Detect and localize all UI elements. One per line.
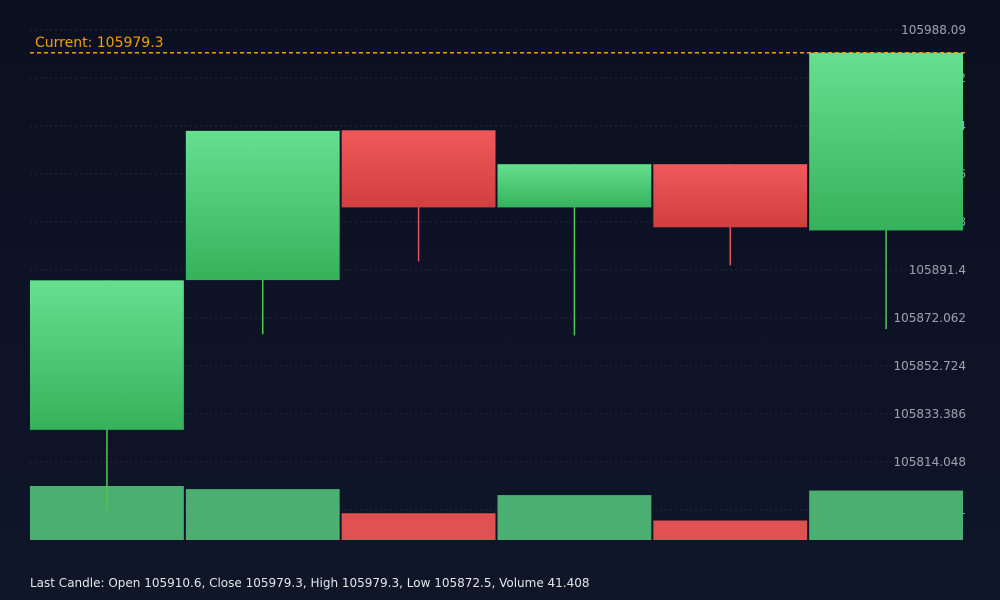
candle-body	[497, 164, 652, 208]
candle-body	[653, 164, 808, 228]
y-tick-label: 105814.048	[893, 455, 966, 469]
volume-bar	[653, 520, 808, 540]
y-tick-label: 105988.09	[901, 23, 966, 37]
volume-bars	[30, 486, 963, 540]
volume-bar	[185, 489, 340, 540]
overlay-layer: Current: 105979.3	[30, 35, 965, 54]
y-tick-label: 105852.724	[893, 359, 966, 373]
candle-body	[809, 52, 963, 231]
y-tick-label: 105891.4	[909, 263, 966, 277]
volume-bar	[341, 513, 496, 540]
current-price-label: Current: 105979.3	[35, 35, 164, 51]
volume-bar	[497, 495, 652, 540]
candles	[30, 52, 963, 430]
wicks	[106, 52, 887, 510]
candle-body	[185, 130, 340, 281]
y-tick-label: 105872.062	[893, 311, 966, 325]
volume-bar	[809, 490, 963, 540]
y-tick-label: 105833.386	[893, 407, 966, 421]
candle-body	[30, 280, 184, 430]
last-candle-summary: Last Candle: Open 105910.6, Close 105979…	[30, 576, 590, 590]
candle-body	[341, 130, 496, 208]
